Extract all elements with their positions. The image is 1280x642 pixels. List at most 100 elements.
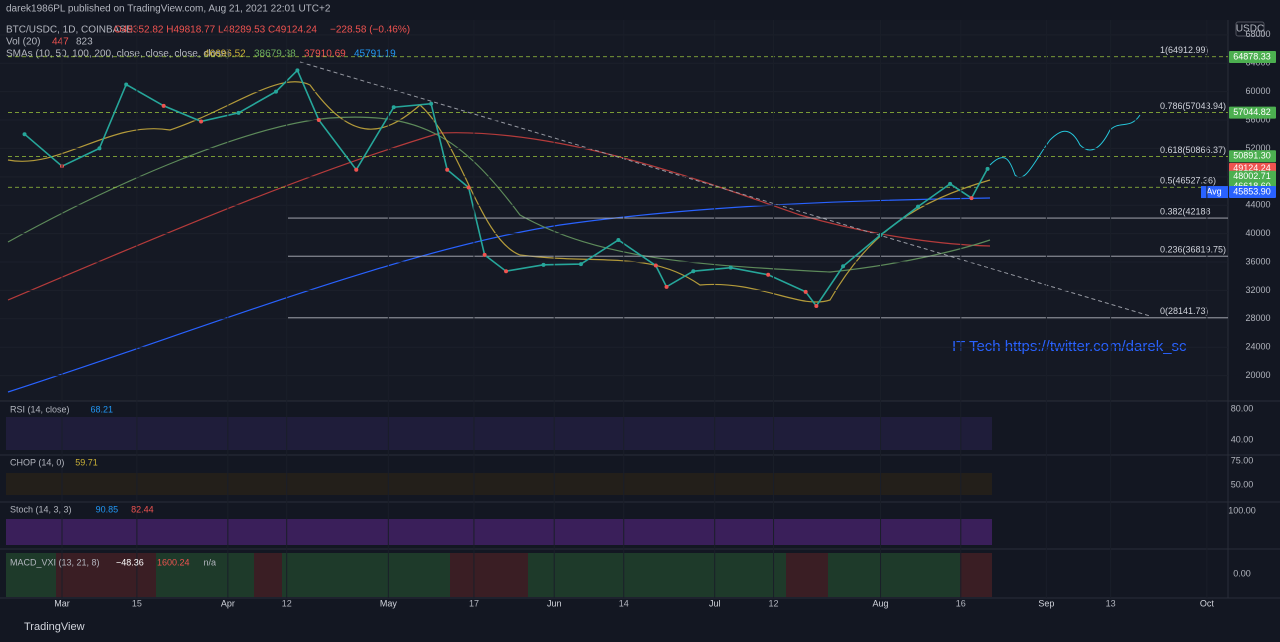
price-badge-label: 57044.82 <box>1233 107 1271 117</box>
projection-path <box>989 114 1141 178</box>
x-tick-label: May <box>380 598 398 608</box>
price-badge-label: 49124.24 <box>1233 163 1271 173</box>
indicator-value: 1600.24 <box>157 557 190 567</box>
rsi-band <box>6 417 992 450</box>
y-tick-label: 20000 <box>1245 370 1270 380</box>
volume-value: 823 <box>76 37 93 48</box>
indicator-label: MACD_VXI (13, 21, 8) <box>10 557 100 567</box>
currency-box <box>1235 21 1265 37</box>
price-point <box>814 304 819 309</box>
trend-line <box>299 61 1151 317</box>
macd-zone <box>6 553 56 597</box>
currency: USDC <box>1236 24 1264 35</box>
price-point <box>445 167 450 172</box>
price-point <box>274 89 278 94</box>
y-tick-label: 36000 <box>1245 256 1270 266</box>
indicator-value: 68.21 <box>91 404 114 414</box>
macd-zone <box>528 553 786 597</box>
price-point <box>97 146 102 151</box>
price-badge <box>1229 150 1276 163</box>
price-badge <box>1229 170 1276 183</box>
sma-10 <box>7 81 991 303</box>
y-tick-label: 24000 <box>1245 342 1270 352</box>
indicator-tick: 40.00 <box>1231 434 1254 444</box>
y-tick-label: 28000 <box>1245 313 1270 323</box>
x-tick-label: Oct <box>1200 598 1215 608</box>
y-tick-label: 32000 <box>1245 285 1270 295</box>
sma-label: SMAs (10, 50, 100, 200, close, close, cl… <box>6 49 230 60</box>
price-point <box>199 119 204 124</box>
macd-zone <box>786 553 828 597</box>
ohlc: O49352.82 H49818.77 L48289.53 C49124.24 <box>114 25 317 36</box>
watermark: IT Tech https://twitter.com/darek_sc <box>952 338 1187 355</box>
price-badge <box>1229 50 1276 63</box>
price-point <box>504 269 509 274</box>
price-badge-label: 64878.33 <box>1233 51 1271 61</box>
indicator-value: n/a <box>204 557 217 567</box>
sma-lines <box>7 81 991 393</box>
macd-background <box>6 553 992 597</box>
price-point <box>691 269 696 274</box>
volume-value: 447 <box>52 37 69 48</box>
fib-label: 0.236(36819.75) <box>1160 245 1226 255</box>
sma-200 <box>7 197 991 393</box>
price-badge <box>1229 106 1276 119</box>
price-point <box>391 105 396 110</box>
volume-label: Vol (20) <box>6 37 40 48</box>
price-point <box>466 185 471 190</box>
price-point <box>664 284 669 289</box>
sma-100 <box>7 132 991 301</box>
indicator-value: 59.71 <box>75 457 98 467</box>
sma-value: 46696.52 <box>204 49 246 60</box>
stoch-band <box>6 519 992 545</box>
price-point <box>653 263 658 268</box>
y-tick-label: 44000 <box>1245 200 1270 210</box>
indicator-value: 82.44 <box>131 504 154 514</box>
price-point <box>161 103 166 108</box>
publisher: darek1986PL published on TradingView.com… <box>6 4 331 15</box>
indicator-value: −48.36 <box>116 557 144 567</box>
x-tick-label: 15 <box>132 598 142 608</box>
price-badge-label: 46618.60 <box>1233 181 1271 191</box>
y-tick-label: 60000 <box>1245 86 1270 96</box>
y-tick-label: 56000 <box>1245 114 1270 124</box>
indicator-tick: 75.00 <box>1231 455 1254 465</box>
price-point <box>948 181 953 186</box>
price-point <box>316 118 321 123</box>
x-tick-label: 13 <box>1106 598 1116 608</box>
chop-band <box>6 473 992 495</box>
macd-zone <box>254 553 282 597</box>
indicator-tick: 80.00 <box>1231 403 1254 413</box>
footer: TradingView <box>24 621 85 633</box>
price-point <box>236 110 241 115</box>
avg-tag <box>1201 186 1228 199</box>
x-tick-label: Sep <box>1038 598 1054 608</box>
fib-label: 0.618(50866.37) <box>1160 145 1226 155</box>
sma-value: 38679.38 <box>254 49 296 60</box>
x-tick-label: 17 <box>469 598 479 608</box>
price-badge-label: 50891.30 <box>1233 151 1271 161</box>
x-tick-label: Jun <box>547 598 562 608</box>
price-point <box>728 265 733 270</box>
price-point <box>22 132 27 137</box>
x-tick-label: Apr <box>221 598 235 608</box>
change: −228.58 (−0.46%) <box>330 25 410 36</box>
price-point <box>124 82 129 87</box>
x-tick-label: 12 <box>282 598 292 608</box>
price-point <box>841 264 846 269</box>
macd-zone <box>156 553 254 597</box>
price-point <box>429 101 434 106</box>
indicator-label: CHOP (14, 0) <box>10 457 64 467</box>
price-point <box>916 204 920 209</box>
fib-label: 0.382(42188 <box>1160 206 1211 216</box>
fib-label: 0.5(46527.36) <box>1160 176 1216 186</box>
price-panel <box>0 20 1228 401</box>
macd-zone <box>282 553 450 597</box>
price-badge-label: 45853.90 <box>1233 186 1271 196</box>
avg-label: Avg <box>1206 186 1221 196</box>
symbol: BTC/USDC, 1D, COINBASE <box>6 25 133 36</box>
macd-zone <box>828 553 960 597</box>
indicator-value: 90.85 <box>96 504 119 514</box>
macd-zone <box>960 553 992 597</box>
sma-value: 45791.19 <box>354 49 396 60</box>
